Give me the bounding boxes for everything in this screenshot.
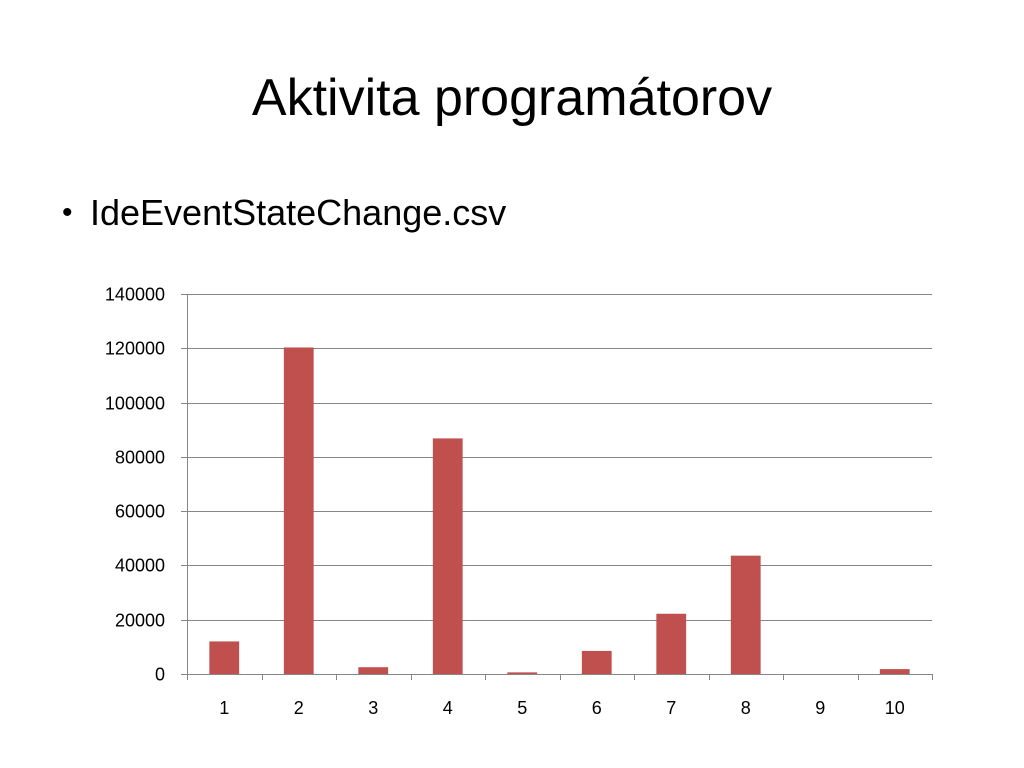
x-tick-label: 3	[368, 698, 378, 718]
bars	[209, 347, 910, 674]
bar-4	[432, 438, 463, 674]
y-tick-label: 60000	[115, 502, 165, 522]
x-tick-label: 8	[741, 698, 751, 718]
x-tick-label: 2	[294, 698, 304, 718]
x-tick-label: 7	[666, 698, 676, 718]
bullet-item: • IdeEventStateChange.csv	[62, 188, 506, 238]
slide-title: Aktivita programátorov	[251, 69, 773, 127]
bar-7	[656, 613, 687, 674]
bar-3	[358, 667, 389, 674]
bar-10	[879, 669, 910, 674]
x-tick-label: 6	[592, 698, 602, 718]
x-tick-label: 4	[443, 698, 453, 718]
bar-8	[730, 555, 761, 674]
y-tick-label: 40000	[115, 556, 165, 576]
y-tick-label: 0	[155, 665, 165, 685]
bar-6	[581, 650, 612, 674]
x-tick-label: 1	[219, 698, 229, 718]
x-tick-label: 10	[885, 698, 905, 718]
y-tick-label: 120000	[105, 339, 165, 359]
y-tick-label: 140000	[105, 285, 165, 305]
x-tick-label: 9	[815, 698, 825, 718]
x-tick-label: 5	[517, 698, 527, 718]
bar-1	[209, 641, 240, 674]
tick-labels: 0 20000 40000 60000 80000 100000 120000 140000 1…	[105, 285, 905, 719]
bullet-text: IdeEventStateChange.csv	[90, 192, 507, 233]
bar-2	[283, 347, 314, 674]
y-tick-label: 80000	[115, 448, 165, 468]
bar-5	[507, 672, 538, 674]
y-tick-label: 100000	[105, 394, 165, 414]
y-tick-label: 20000	[115, 611, 165, 631]
axes	[181, 294, 933, 680]
bullet-icon: •	[62, 196, 73, 229]
